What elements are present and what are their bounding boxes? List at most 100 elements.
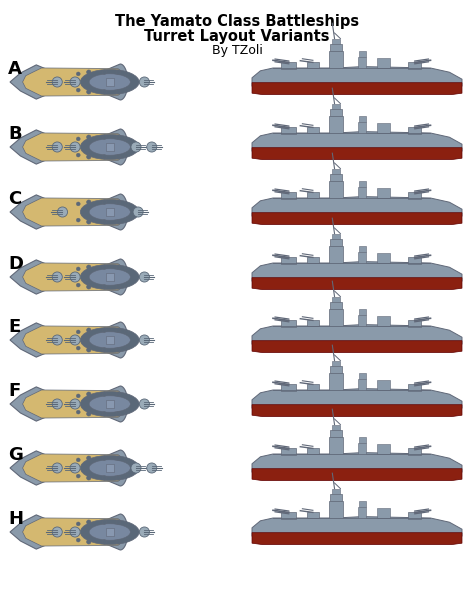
Polygon shape [252,83,462,95]
Circle shape [116,476,120,480]
Bar [409,258,421,265]
Circle shape [125,394,128,398]
Polygon shape [252,147,462,160]
Circle shape [116,328,120,332]
Circle shape [70,463,80,473]
Polygon shape [23,390,123,418]
Ellipse shape [89,204,130,220]
Polygon shape [10,64,128,100]
Polygon shape [252,405,462,417]
Ellipse shape [89,139,130,155]
Ellipse shape [81,265,139,289]
Ellipse shape [81,134,139,160]
Circle shape [102,70,107,74]
Polygon shape [10,514,128,550]
Bar [328,116,343,133]
Circle shape [87,348,91,352]
Bar [409,62,421,69]
Circle shape [116,155,120,159]
Bar [358,315,366,326]
Circle shape [102,328,107,332]
Circle shape [125,153,128,157]
Bar [358,57,366,68]
Circle shape [125,137,128,141]
Circle shape [87,155,91,159]
Circle shape [76,538,80,542]
Bar [377,123,390,133]
Bar [307,511,319,518]
Ellipse shape [89,524,130,540]
Circle shape [125,346,128,350]
Polygon shape [10,129,128,165]
Bar [106,400,114,408]
Polygon shape [23,133,123,161]
Ellipse shape [81,391,139,417]
Bar [377,253,390,263]
Circle shape [102,285,107,289]
Bar [328,437,343,454]
Bar [307,192,319,198]
Ellipse shape [89,269,130,285]
Bar [332,104,340,109]
Bar [307,320,319,326]
Bar [359,181,365,187]
Polygon shape [252,278,462,289]
Circle shape [76,218,80,222]
Circle shape [125,218,128,222]
Circle shape [76,474,80,478]
Circle shape [87,456,91,460]
Bar [328,181,343,198]
Circle shape [139,399,149,409]
Circle shape [87,328,91,332]
Bar [332,297,340,302]
Circle shape [139,335,149,345]
Ellipse shape [81,455,139,481]
Bar [282,127,296,134]
Circle shape [116,540,120,544]
Bar [359,373,365,379]
Bar [332,361,340,366]
Circle shape [102,348,107,352]
Circle shape [125,458,128,462]
Bar [330,239,342,246]
Circle shape [76,394,80,398]
Circle shape [87,90,91,94]
Bar [409,513,421,519]
Bar [358,122,366,133]
Circle shape [52,272,62,282]
Bar [106,78,114,86]
Text: D: D [8,255,23,273]
Circle shape [116,456,120,460]
Circle shape [52,142,62,152]
Circle shape [147,142,157,152]
Circle shape [76,410,80,414]
Circle shape [70,399,80,409]
Bar [409,320,421,327]
Ellipse shape [81,69,139,95]
Bar [282,448,296,455]
Circle shape [102,220,107,224]
Text: The Yamato Class Battleships: The Yamato Class Battleships [115,14,359,29]
Bar [282,384,296,391]
Text: Turret Layout Variants: Turret Layout Variants [144,29,330,44]
Ellipse shape [89,460,130,476]
Polygon shape [252,388,462,408]
Circle shape [125,538,128,542]
Polygon shape [252,324,462,344]
Circle shape [52,527,62,537]
Bar [328,309,343,326]
Bar [282,258,296,265]
Bar [332,234,340,239]
Polygon shape [23,198,123,226]
Bar [106,143,114,151]
Polygon shape [252,517,462,536]
Bar [409,192,421,200]
Text: C: C [8,190,21,208]
Circle shape [70,527,80,537]
Circle shape [102,540,107,544]
Ellipse shape [89,332,130,348]
Circle shape [76,458,80,462]
Bar [359,437,365,443]
Bar [282,192,296,200]
Circle shape [70,142,80,152]
